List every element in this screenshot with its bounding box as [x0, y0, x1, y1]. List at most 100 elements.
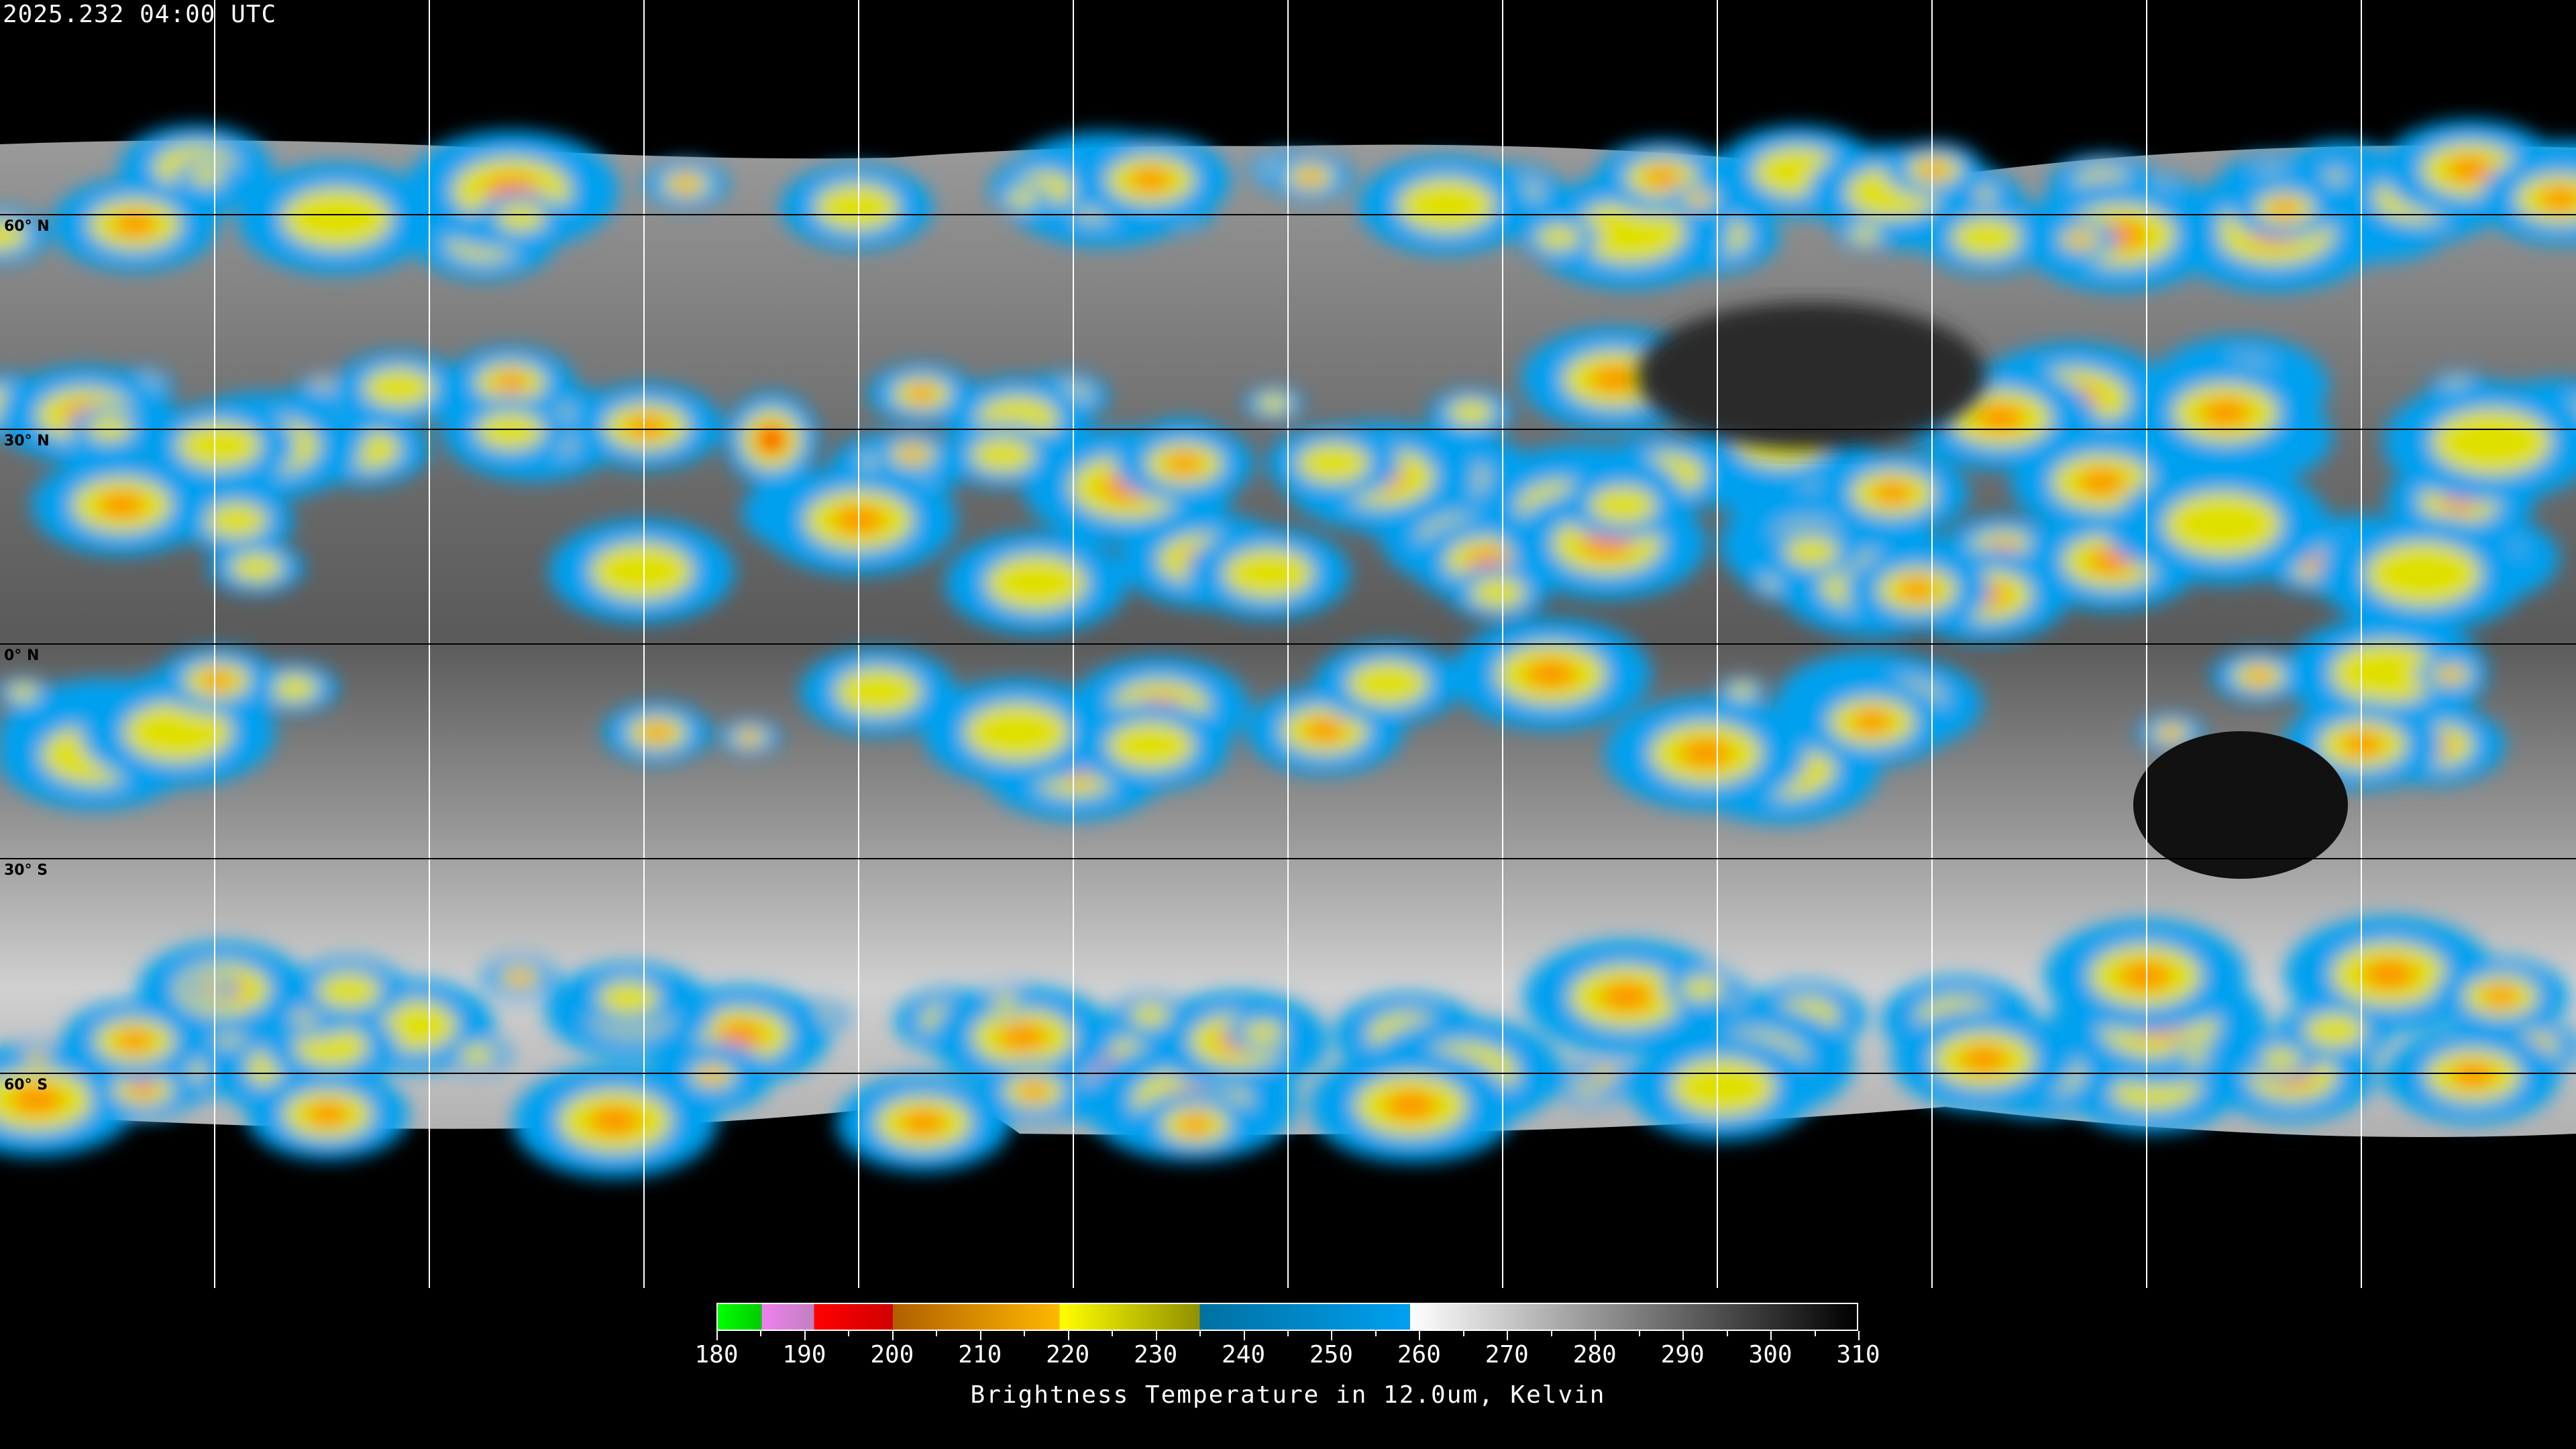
- cloud-blob: [2202, 399, 2250, 427]
- colorbar-ticks: 180 190 200 210 220 230 240 250 260 270 280 290 300 3…: [694, 1331, 1880, 1370]
- colorbar-tick: [1507, 1331, 1509, 1340]
- cloud-blob: [87, 416, 132, 441]
- cloud-blob: [590, 543, 693, 600]
- cloud-blob: [8, 684, 39, 701]
- cloud-blob: [702, 1069, 723, 1081]
- colorbar-tick-label: 180: [694, 1341, 739, 1368]
- cloud-blob: [1242, 1021, 1284, 1044]
- cloud-blob: [1257, 394, 1291, 413]
- cloud-blob: [363, 368, 435, 408]
- cloud-blob: [1874, 482, 1912, 504]
- latitude-label: 30° N: [4, 433, 50, 449]
- cloud-blob: [2432, 409, 2551, 476]
- cloud-blob: [1526, 660, 1576, 688]
- cloud-blob: [269, 674, 318, 702]
- cloud-blob: [627, 415, 666, 437]
- cloud-blob: [991, 995, 1020, 1011]
- cloud-blob: [2162, 728, 2180, 738]
- colorbar-tick-label: 240: [1222, 1341, 1266, 1368]
- cloud-blob: [1573, 201, 1685, 264]
- cloud-blob: [1223, 548, 1313, 599]
- cloud-blob: [589, 1106, 641, 1136]
- asia-dry-region: [1637, 302, 1986, 449]
- colorbar-tick: [1331, 1331, 1333, 1340]
- cloud-blob: [1589, 486, 1657, 524]
- colorbar-tick: [716, 1331, 718, 1340]
- colorbar-tick: [892, 1331, 894, 1340]
- cloud-blob: [1680, 976, 1724, 1001]
- cloud-blob: [1470, 577, 1526, 608]
- cloud-blob: [2442, 669, 2461, 680]
- cloud-blob: [2071, 234, 2090, 245]
- colorbar-tick: [1199, 1331, 1201, 1336]
- cloud-blob: [814, 183, 899, 231]
- cloud-blob: [1899, 580, 1936, 600]
- cloud-blob: [835, 667, 921, 716]
- cloud-blob: [2365, 541, 2481, 606]
- cloud-blob: [908, 386, 935, 401]
- cloud-blob: [99, 492, 145, 518]
- colorbar-tick-label: 300: [1748, 1341, 1792, 1368]
- cloud-blob: [2079, 469, 2125, 495]
- colorbar-tick: [1067, 1331, 1069, 1340]
- cloud-blob: [1670, 1058, 1776, 1116]
- colorbar-tick: [1287, 1331, 1289, 1336]
- latitude-label: 0° N: [4, 647, 39, 664]
- cloud-blob: [2163, 492, 2282, 557]
- satellite-map: 60° N 30° N 0° N 30° S 60° S: [0, 0, 2576, 1288]
- colorbar-title: Brightness Temperature in 12.0um, Kelvin: [970, 1381, 1606, 1409]
- cloud-blob: [1784, 536, 1839, 567]
- cloud-blob: [11, 1085, 62, 1114]
- cloud-blob: [1601, 982, 1652, 1012]
- colorbar-tick: [1024, 1331, 1026, 1336]
- cloud-blob: [2343, 733, 2383, 756]
- cloud-blob: [177, 422, 262, 469]
- cloud-blob: [2451, 1063, 2496, 1088]
- colorbar-tick: [1726, 1331, 1728, 1336]
- colorbar-tick: [848, 1331, 850, 1336]
- cloud-blob: [1020, 1083, 1048, 1099]
- cloud-blob: [2261, 1047, 2302, 1071]
- cloud-blob: [1691, 195, 1707, 204]
- colorbar-tick-label: 260: [1397, 1341, 1441, 1368]
- cloud-blob: [675, 178, 697, 191]
- cloud-blob: [282, 188, 392, 250]
- cloud-blob: [1130, 168, 1171, 191]
- colorbar-tick-label: 220: [1046, 1341, 1090, 1368]
- cloud-blob: [1299, 170, 1322, 183]
- cloud-blob: [985, 555, 1087, 611]
- colorbar-tick-label: 250: [1309, 1341, 1353, 1368]
- cloud-blob: [1305, 719, 1345, 742]
- cloud-blob: [2540, 187, 2576, 211]
- cloud-blob: [113, 213, 156, 236]
- cloud-blob: [0, 221, 28, 251]
- colorbar-tick-label: 290: [1660, 1341, 1705, 1368]
- cloud-blob: [741, 733, 757, 742]
- cloud-blob: [1006, 189, 1039, 208]
- colorbar-tick: [1770, 1331, 1772, 1340]
- colorbar-tick: [1858, 1331, 1860, 1340]
- colorbar-tick-label: 190: [782, 1341, 826, 1368]
- cloud-blob: [1951, 217, 2023, 258]
- colorbar-tick: [1243, 1331, 1245, 1340]
- cloud-blob: [2271, 201, 2299, 217]
- cloud-blob: [2182, 1048, 2209, 1063]
- cloud-blob: [902, 448, 923, 460]
- cloud-blob: [1107, 721, 1195, 770]
- cloud-blob: [230, 553, 283, 582]
- colorbar-tick: [1682, 1331, 1684, 1340]
- latitude-label: 60° N: [4, 218, 50, 235]
- colorbar-tick: [1638, 1331, 1640, 1336]
- cloud-blob: [1591, 366, 1638, 392]
- colorbar-tick-label: 200: [870, 1341, 914, 1368]
- latitude-label: 60° S: [4, 1077, 48, 1093]
- cloud-blob: [2483, 987, 2518, 1006]
- colorbar-tick: [1550, 1331, 1552, 1336]
- colorbar-tick: [1155, 1331, 1157, 1340]
- cloud-blob: [2448, 157, 2493, 182]
- cloud-blob: [1852, 711, 1892, 733]
- cloud-blob: [1130, 1004, 1171, 1027]
- cloud-blob: [476, 412, 545, 450]
- cloud-blob: [1297, 443, 1371, 484]
- cloud-blob: [129, 1081, 157, 1097]
